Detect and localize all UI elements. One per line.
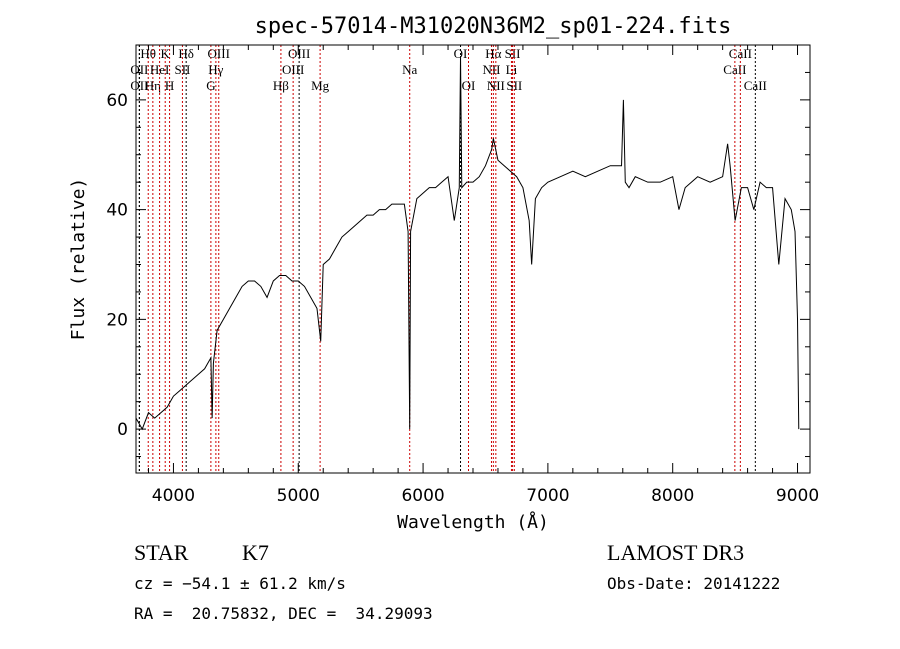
x-tick-label: 9000 (776, 486, 819, 506)
line-label: OI (454, 46, 468, 61)
y-tick-label: 60 (106, 91, 128, 111)
line-label: Hγ (208, 62, 223, 77)
line-label: Hη (145, 78, 161, 93)
line-label: NII (487, 78, 505, 93)
y-axis-label: Flux (relative) (68, 178, 89, 341)
line-label: K (161, 46, 171, 61)
line-label: Hθ (140, 46, 156, 61)
obs-date-label: Obs-Date: 20141222 (607, 574, 781, 593)
line-label: NII (482, 62, 500, 77)
y-tick-label: 20 (106, 310, 128, 330)
plot-frame (135, 44, 811, 474)
x-tick-label: 6000 (401, 486, 444, 506)
line-label: G (206, 78, 215, 93)
line-label: CaII (723, 62, 746, 77)
y-tick-label: 40 (106, 201, 128, 221)
line-label: SII (174, 62, 190, 77)
y-tick-label: 0 (117, 420, 128, 440)
spectrum-line (135, 55, 800, 431)
line-label: OII (130, 62, 148, 77)
line-label: CaII (744, 78, 767, 93)
radec-label: RA = 20.75832, DEC = 34.29093 (134, 604, 433, 623)
redshift-label: cz = −54.1 ± 61.2 km/s (134, 574, 346, 593)
line-label: OIII (208, 46, 230, 61)
object-class: STAR (134, 540, 189, 565)
line-label: OIII (282, 62, 304, 77)
line-label: SII (505, 46, 521, 61)
object-subclass: K7 (242, 540, 269, 565)
line-label: Hβ (273, 78, 289, 93)
survey-label: LAMOST DR3 (607, 540, 745, 565)
line-label: HeI (150, 62, 170, 77)
line-label: OI (462, 78, 476, 93)
x-axis-label: Wavelength (Å) (397, 511, 549, 533)
line-label: Na (402, 62, 417, 77)
line-label: Hδ (178, 46, 194, 61)
line-label: H (165, 78, 174, 93)
x-tick-label: 5000 (277, 486, 320, 506)
chart-title: spec-57014-M31020N36M2_sp01-224.fits (255, 14, 732, 39)
line-label: OIII (288, 46, 310, 61)
x-tick-label: 7000 (526, 486, 569, 506)
line-label: Mg (311, 78, 330, 93)
line-label: Li (506, 62, 518, 77)
line-label: SII (506, 78, 522, 93)
line-label: CaII (729, 46, 752, 61)
x-tick-label: 8000 (651, 486, 694, 506)
line-label: Hα (485, 46, 501, 61)
x-tick-label: 4000 (152, 486, 195, 506)
